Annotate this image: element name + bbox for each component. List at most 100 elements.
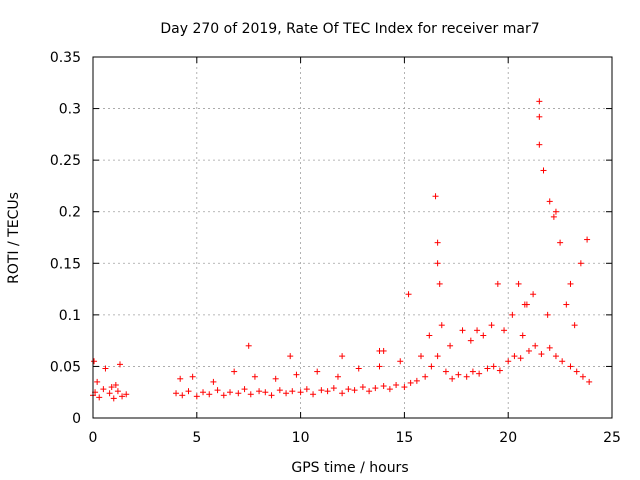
data-point [276, 387, 283, 394]
data-point [438, 322, 445, 329]
y-tick-label: 0.2 [59, 205, 81, 221]
data-point [94, 378, 101, 385]
data-point [422, 373, 429, 380]
data-point [210, 378, 217, 385]
data-point [496, 367, 503, 374]
data-point [484, 365, 491, 372]
data-point [474, 327, 481, 334]
data-point [536, 141, 543, 148]
data-point [334, 373, 341, 380]
data-point [372, 385, 379, 392]
data-point [523, 301, 530, 308]
data-point [376, 363, 383, 370]
data-point [432, 193, 439, 200]
data-point [100, 386, 107, 393]
y-tick-label: 0.35 [50, 50, 81, 66]
data-point [214, 387, 221, 394]
data-point [108, 384, 115, 391]
data-point [517, 355, 524, 362]
data-point [193, 393, 200, 400]
x-tick-label: 0 [89, 430, 98, 446]
x-tick-labels: 0 5 10 15 20 25 [89, 430, 621, 446]
data-point [584, 236, 591, 243]
data-point [428, 363, 435, 370]
data-point [434, 353, 441, 360]
data-point [571, 322, 578, 329]
data-point [231, 368, 238, 375]
data-point [505, 358, 512, 365]
data-point [339, 390, 346, 397]
data-point [469, 368, 476, 375]
x-tick-label: 15 [395, 430, 413, 446]
data-point [106, 390, 113, 397]
data-point [179, 392, 186, 399]
data-point [173, 390, 180, 397]
data-point [480, 332, 487, 339]
y-tick-label: 0.25 [50, 153, 81, 169]
y-tick-label: 0 [72, 411, 81, 427]
data-point [318, 387, 325, 394]
data-point [442, 368, 449, 375]
data-point [434, 260, 441, 267]
data-point [116, 361, 123, 368]
data-point [112, 381, 119, 388]
axis-ticks [92, 56, 613, 419]
data-point [110, 395, 117, 402]
data-point [552, 208, 559, 215]
data-point [96, 394, 103, 401]
data-point [339, 353, 346, 360]
y-tick-label: 0.15 [50, 256, 81, 272]
data-point [573, 368, 580, 375]
y-tick-label: 0.05 [50, 359, 81, 375]
data-point [314, 368, 321, 375]
data-point [293, 371, 300, 378]
y-tick-label: 0.3 [59, 102, 81, 118]
data-point [525, 347, 532, 354]
data-point [557, 239, 564, 246]
data-point [407, 379, 414, 386]
x-axis-label: GPS time / hours [291, 460, 408, 476]
data-point [536, 98, 543, 105]
data-point [401, 384, 408, 391]
data-point [268, 392, 275, 399]
plot-frame [92, 56, 613, 419]
x-tick-label: 5 [192, 430, 201, 446]
data-point [405, 291, 412, 298]
data-point [459, 327, 466, 334]
data-point [272, 375, 279, 382]
data-point [185, 388, 192, 395]
grid-lines [93, 57, 612, 418]
data-point [397, 358, 404, 365]
data-point [579, 373, 586, 380]
data-point [227, 389, 234, 396]
x-tick-label: 10 [292, 430, 310, 446]
data-point [380, 347, 387, 354]
data-point [449, 375, 456, 382]
data-point [287, 353, 294, 360]
data-point [559, 358, 566, 365]
data-point [536, 113, 543, 120]
data-point [519, 332, 526, 339]
data-point [119, 393, 126, 400]
data-point [490, 363, 497, 370]
data-point [552, 353, 559, 360]
data-point [386, 386, 393, 393]
data-points [90, 98, 593, 402]
data-point [476, 370, 483, 377]
data-point [550, 213, 557, 220]
data-point [393, 381, 400, 388]
data-point [494, 280, 501, 287]
data-point [455, 371, 462, 378]
data-point [206, 391, 213, 398]
data-point [247, 391, 254, 398]
data-point [114, 388, 121, 395]
data-point [355, 365, 362, 372]
x-tick-label: 25 [603, 430, 621, 446]
data-point [577, 260, 584, 267]
data-point [289, 388, 296, 395]
data-point [532, 342, 539, 349]
data-point [511, 353, 518, 360]
data-point [463, 373, 470, 380]
data-point [91, 358, 98, 365]
y-tick-label: 0.1 [59, 308, 81, 324]
